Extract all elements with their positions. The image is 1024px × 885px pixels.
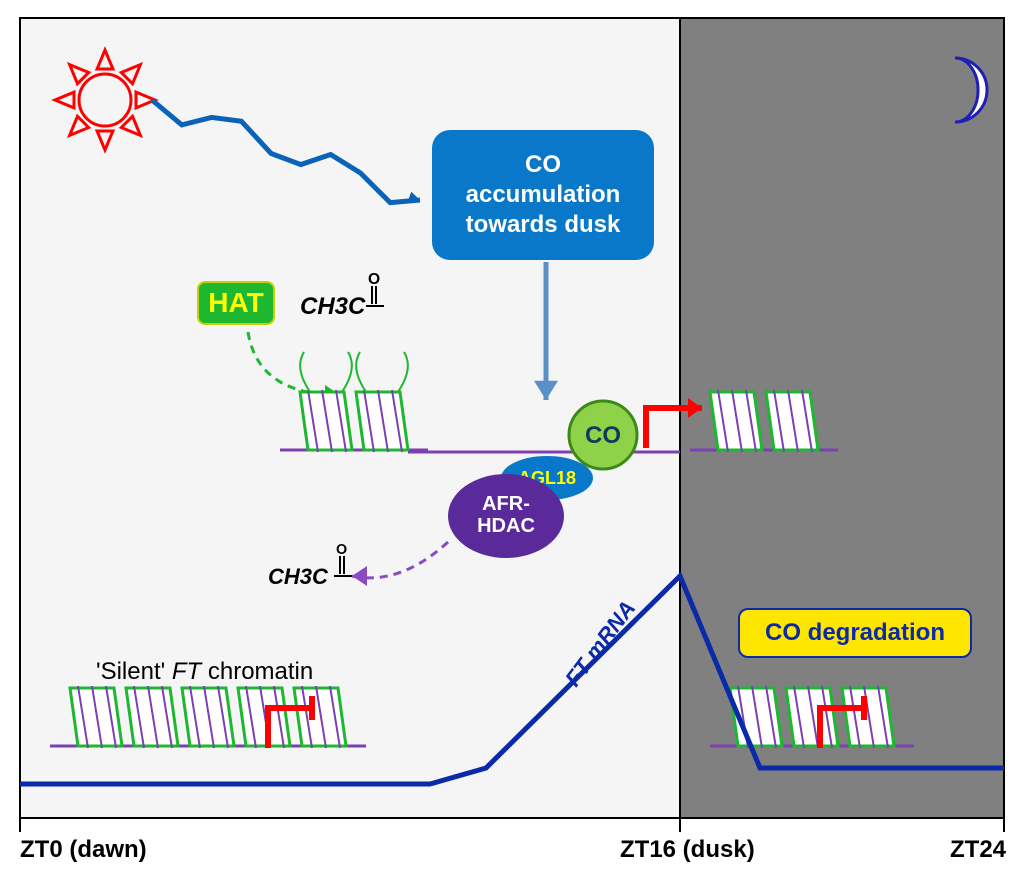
chromatin-silent	[50, 686, 366, 748]
svg-text:O: O	[368, 271, 380, 288]
axis-label-dusk: ZT16 (dusk)	[620, 836, 755, 864]
svg-text:O: O	[336, 542, 347, 558]
svg-text:AFR-: AFR-	[482, 493, 530, 515]
svg-text:HDAC: HDAC	[477, 515, 535, 537]
axis-label-dawn: ZT0 (dawn)	[20, 836, 147, 864]
hat-box: HAT	[197, 281, 275, 325]
svg-text:CH3C: CH3C	[268, 564, 329, 589]
co-degradation-box: CO degradation	[738, 608, 972, 658]
silent-chromatin-label: 'Silent' FT chromatin	[96, 658, 313, 686]
co-accumulation-box: COaccumulationtowards dusk	[432, 130, 654, 260]
svg-text:CH3C: CH3C	[300, 293, 366, 320]
axis-label-end: ZT24	[950, 836, 1006, 864]
svg-text:CO: CO	[585, 422, 621, 449]
